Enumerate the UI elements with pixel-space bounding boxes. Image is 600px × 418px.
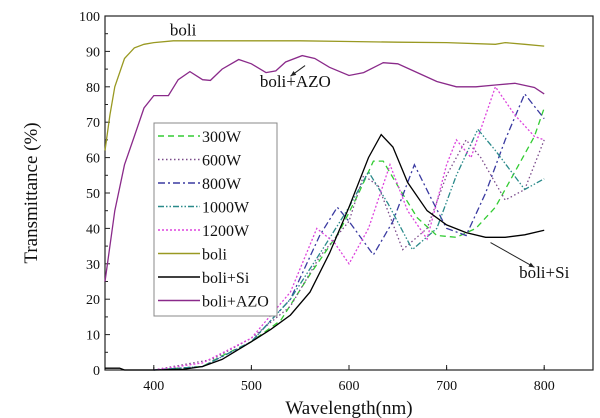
series-line-600w — [153, 138, 545, 371]
x-tick-label: 600 — [339, 379, 360, 394]
y-axis-label: Transmittance (%) — [21, 122, 42, 263]
series-line-800w — [153, 92, 545, 371]
y-tick-label: 10 — [86, 329, 100, 344]
y-tick-label: 70 — [86, 116, 100, 131]
y-tick-label: 50 — [86, 187, 100, 202]
y-tick-label: 40 — [86, 222, 100, 237]
annotations: boli boli+AZO boli+Si — [170, 20, 570, 281]
y-tick-label: 0 — [93, 364, 100, 379]
series-line-1200w — [153, 85, 545, 371]
legend-label: boli — [202, 247, 227, 264]
y-tick-label: 90 — [86, 45, 100, 60]
series-line-1000w — [153, 128, 545, 371]
legend-label: 600W — [202, 153, 242, 170]
axes: 400 500 600 700 800 0 10 20 30 40 50 60 70 80 90 100 — [79, 10, 594, 394]
x-tick-label: 700 — [436, 379, 457, 394]
annotation-arrow — [490, 242, 535, 268]
legend-label: 1000W — [202, 200, 250, 217]
legend-label: 300W — [202, 129, 242, 146]
x-axis-label: Wavelength(nm) — [285, 398, 412, 418]
series-line-boli — [104, 40, 545, 151]
annotation-label: boli — [170, 20, 197, 39]
legend-label: boli+Si — [202, 270, 250, 287]
x-tick-label: 800 — [534, 379, 555, 394]
y-tick-label: 60 — [86, 152, 100, 167]
annotation-label: boli+Si — [519, 263, 569, 282]
y-tick-label: 100 — [79, 10, 100, 25]
legend: 300W 600W 800W 1000W 1200W boli boli+Si boli+AZ… — [153, 122, 278, 317]
arrow-head-icon — [290, 71, 297, 77]
arrow-head-icon — [528, 262, 535, 268]
x-tick-label: 500 — [241, 379, 262, 394]
legend-label: 800W — [202, 176, 242, 193]
legend-label: 1200W — [202, 223, 250, 240]
y-tick-label: 30 — [86, 258, 100, 273]
series-line-boli-azo — [104, 54, 545, 282]
legend-label: boli+AZO — [202, 294, 269, 311]
legend-box — [153, 122, 278, 317]
y-tick-label: 20 — [86, 293, 100, 308]
x-tick-label: 400 — [143, 379, 164, 394]
annotation-label: boli+AZO — [260, 72, 331, 91]
series-lines — [104, 40, 545, 371]
y-tick-label: 80 — [86, 81, 100, 96]
series-line-boli-si — [105, 133, 545, 371]
